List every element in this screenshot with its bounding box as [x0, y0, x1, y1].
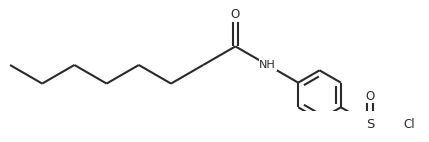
Text: NH: NH: [259, 60, 276, 70]
Text: Cl: Cl: [403, 118, 415, 130]
Text: S: S: [366, 118, 374, 130]
Text: O: O: [231, 8, 240, 21]
Text: O: O: [365, 90, 375, 103]
